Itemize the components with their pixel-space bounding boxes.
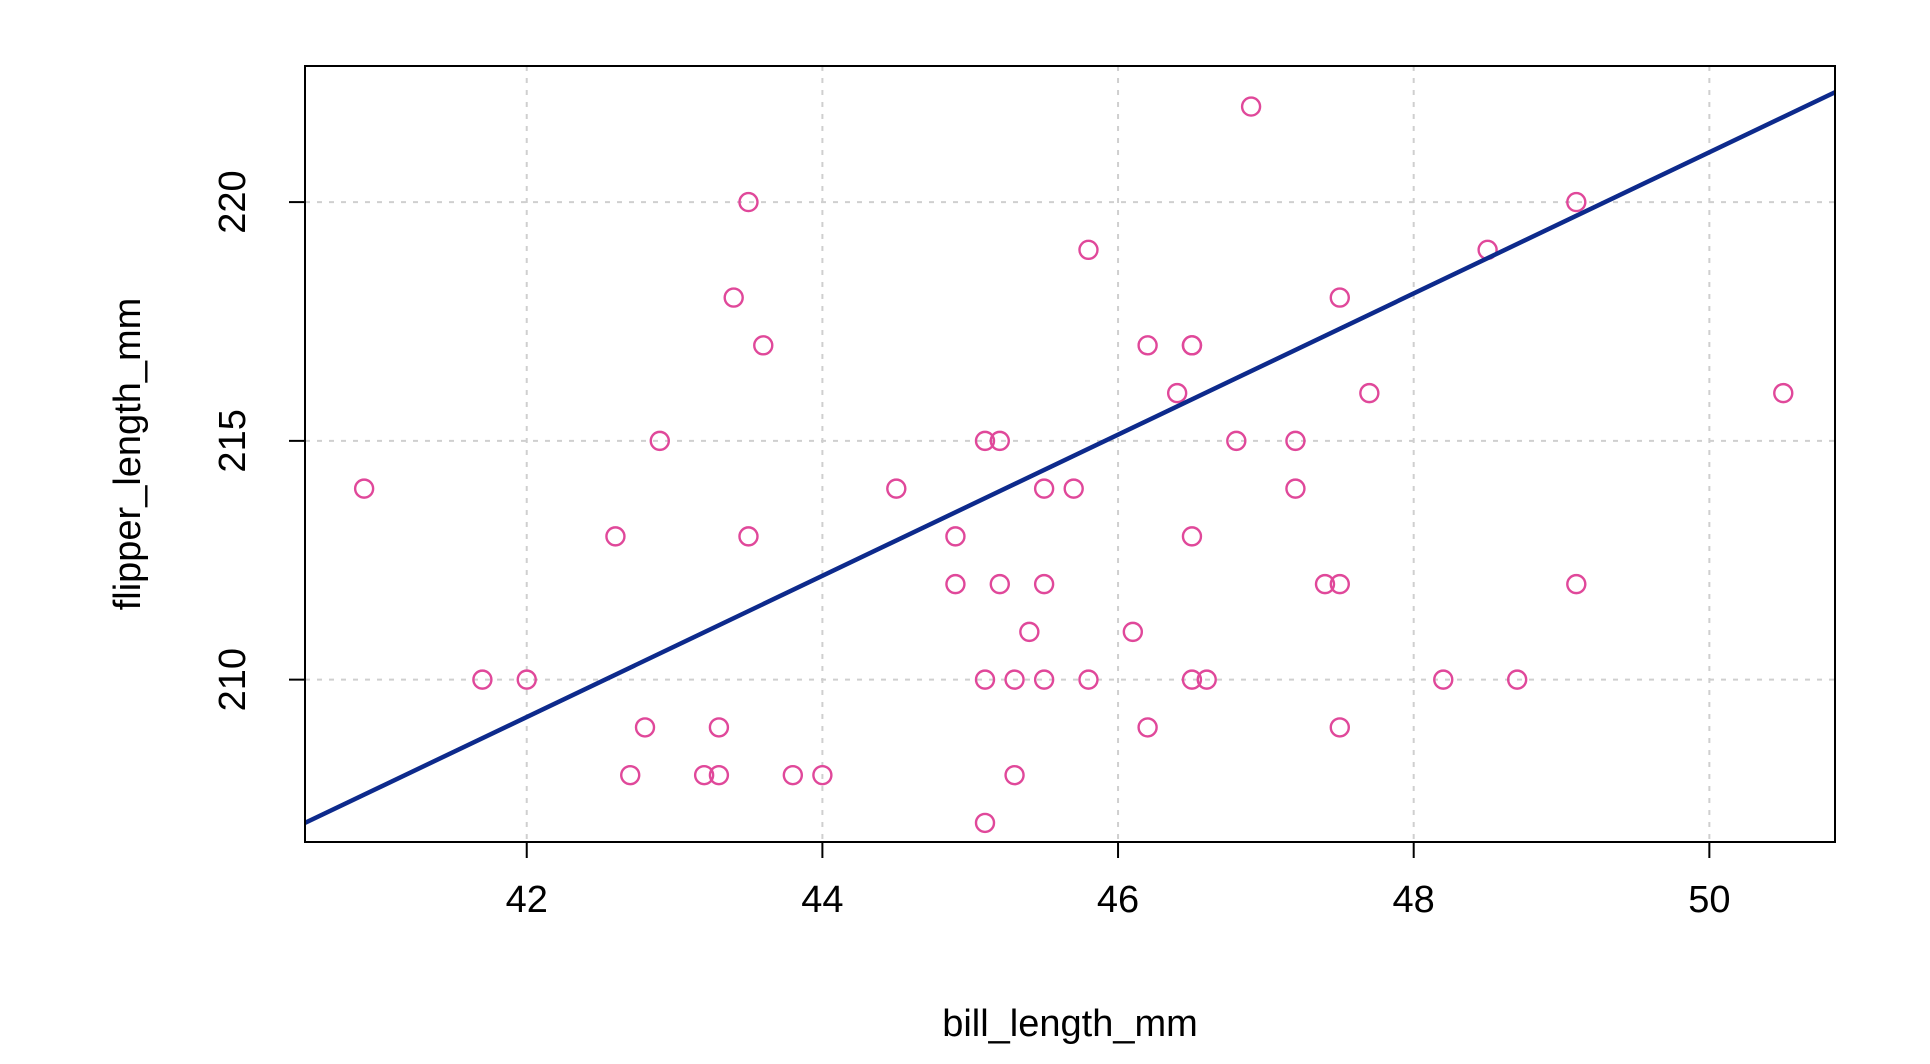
data-point bbox=[1285, 430, 1306, 452]
x-tick-label: 50 bbox=[1688, 879, 1730, 921]
data-point bbox=[708, 717, 730, 738]
data-point bbox=[1122, 621, 1144, 643]
x-tick-label: 44 bbox=[801, 879, 843, 921]
data-point bbox=[723, 287, 744, 308]
data-point bbox=[989, 573, 1010, 595]
data-point bbox=[708, 764, 730, 786]
data-point bbox=[1196, 669, 1217, 690]
data-point bbox=[782, 764, 804, 786]
data-point bbox=[1181, 669, 1203, 690]
plot-frame bbox=[304, 65, 1836, 843]
data-point bbox=[1566, 191, 1587, 213]
data-point bbox=[1506, 669, 1528, 690]
data-point bbox=[886, 478, 907, 499]
data-point bbox=[1359, 382, 1380, 404]
x-tick-label: 48 bbox=[1393, 879, 1435, 921]
x-tick-label: 46 bbox=[1097, 879, 1139, 921]
x-tick-label: 42 bbox=[506, 879, 548, 921]
data-point bbox=[1181, 335, 1203, 356]
data-point bbox=[1285, 478, 1306, 499]
data-point bbox=[1773, 382, 1794, 404]
y-tick-label: 210 bbox=[212, 648, 254, 711]
data-point bbox=[353, 478, 375, 499]
data-point bbox=[1240, 96, 1262, 117]
data-point bbox=[634, 717, 656, 738]
data-point bbox=[1566, 573, 1587, 595]
data-point bbox=[738, 191, 759, 213]
regression-line-group bbox=[304, 90, 1836, 825]
y-tick-label: 215 bbox=[212, 409, 254, 472]
data-point bbox=[1329, 287, 1350, 308]
data-point bbox=[945, 526, 966, 547]
data-point bbox=[1033, 669, 1055, 690]
data-points bbox=[353, 96, 1794, 834]
y-axis: 210 215 220 bbox=[212, 170, 305, 711]
data-point bbox=[1181, 526, 1203, 547]
data-point bbox=[1137, 335, 1158, 356]
data-point bbox=[1166, 382, 1188, 404]
data-point bbox=[945, 573, 966, 595]
data-point bbox=[1004, 764, 1025, 786]
data-point bbox=[1137, 717, 1158, 738]
data-point bbox=[620, 764, 641, 786]
data-point bbox=[1226, 430, 1247, 452]
regression-line bbox=[304, 90, 1836, 825]
data-point bbox=[738, 526, 759, 547]
data-point bbox=[472, 669, 493, 690]
data-point bbox=[1019, 621, 1040, 643]
y-axis-label: flipper_length_mm bbox=[107, 298, 149, 611]
y-tick-label: 220 bbox=[212, 170, 254, 233]
data-point bbox=[974, 669, 996, 690]
data-point bbox=[605, 526, 626, 547]
data-point bbox=[1433, 669, 1454, 690]
data-point bbox=[693, 764, 715, 786]
data-point bbox=[1078, 239, 1099, 261]
data-point bbox=[1314, 573, 1336, 595]
data-point bbox=[1078, 669, 1099, 690]
data-point bbox=[812, 764, 833, 786]
data-point bbox=[974, 812, 996, 834]
data-point bbox=[649, 430, 670, 452]
data-point bbox=[989, 430, 1010, 452]
data-point bbox=[1033, 573, 1055, 595]
data-point bbox=[1004, 669, 1025, 690]
x-axis-label: bill_length_mm bbox=[942, 1003, 1198, 1045]
data-point bbox=[1329, 573, 1350, 595]
data-point bbox=[1063, 478, 1084, 499]
grid-lines bbox=[305, 66, 1835, 842]
data-point bbox=[516, 669, 537, 690]
data-point bbox=[974, 430, 996, 452]
x-axis: 42 44 46 48 50 bbox=[506, 842, 1730, 921]
data-point bbox=[1033, 478, 1055, 499]
data-point bbox=[1329, 717, 1350, 738]
data-point bbox=[753, 335, 774, 356]
